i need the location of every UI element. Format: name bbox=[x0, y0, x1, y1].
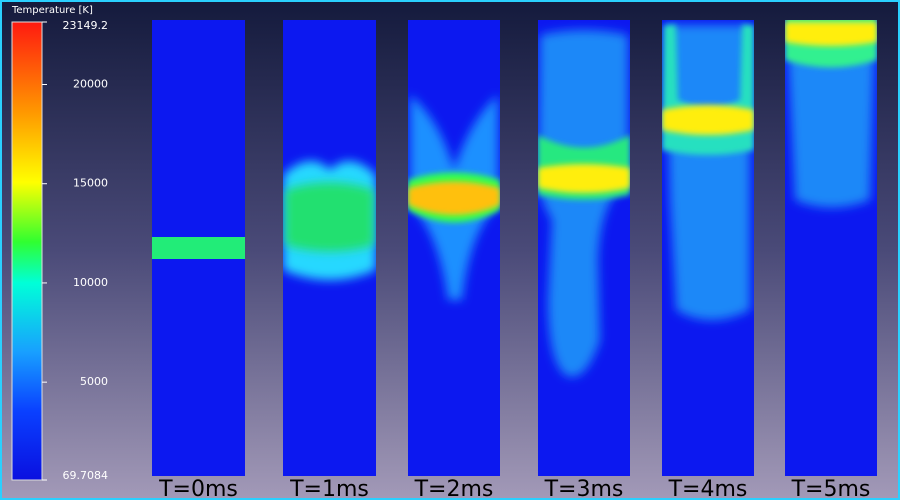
panel-5 bbox=[785, 20, 877, 476]
panel-3 bbox=[538, 20, 630, 476]
panel-2 bbox=[408, 20, 500, 476]
panel-1 bbox=[283, 20, 376, 476]
tick-label: 69.7084 bbox=[63, 469, 109, 482]
tick-label: 5000 bbox=[80, 375, 108, 388]
panel-label: T=2ms bbox=[414, 477, 494, 500]
panel-0 bbox=[152, 20, 245, 476]
colorbar-title: Temperature [K] bbox=[11, 5, 93, 16]
panel-label: T=4ms bbox=[668, 477, 748, 500]
tick-label: 15000 bbox=[73, 177, 108, 190]
tick-label: 10000 bbox=[73, 276, 108, 289]
panel-label: T=1ms bbox=[289, 477, 369, 500]
panel-4 bbox=[662, 20, 754, 476]
tick-label: 23149.2 bbox=[63, 19, 109, 32]
panel-label: T=3ms bbox=[544, 477, 624, 500]
tick-label: 20000 bbox=[73, 77, 108, 90]
panel-label: T=0ms bbox=[158, 477, 238, 500]
panel-label: T=5ms bbox=[791, 477, 871, 500]
colorbar bbox=[11, 21, 43, 481]
